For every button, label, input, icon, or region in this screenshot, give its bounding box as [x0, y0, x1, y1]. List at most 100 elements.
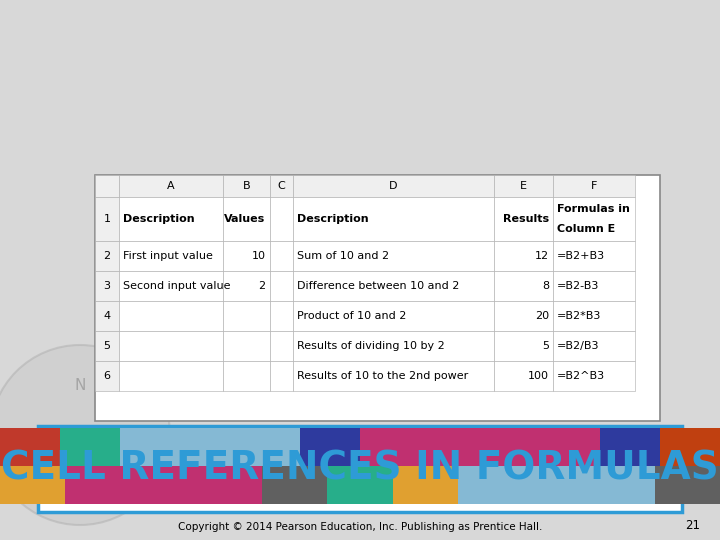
Bar	[119, 175, 223, 197]
Bar	[119, 301, 223, 331]
Bar	[197, 466, 262, 504]
Text: Sum of 10 and 2: Sum of 10 and 2	[297, 251, 390, 261]
Bar	[494, 197, 553, 241]
Bar	[300, 428, 360, 466]
Bar	[523, 466, 589, 504]
Bar	[540, 428, 600, 466]
Bar	[293, 175, 494, 197]
Text: =B2/B3: =B2/B3	[557, 341, 600, 351]
Bar	[95, 361, 119, 391]
Bar	[293, 197, 494, 241]
Text: 20: 20	[535, 311, 549, 321]
Bar	[262, 466, 328, 504]
Bar	[95, 301, 119, 331]
Text: C: C	[278, 181, 285, 191]
Text: =B2*B3: =B2*B3	[557, 311, 602, 321]
Text: =B2^B3: =B2^B3	[557, 371, 606, 381]
Text: 1: 1	[104, 214, 110, 224]
Bar	[553, 271, 635, 301]
Text: Column E: Column E	[557, 224, 616, 234]
Bar	[119, 241, 223, 271]
Circle shape	[0, 345, 170, 525]
FancyBboxPatch shape	[38, 426, 682, 512]
Bar	[293, 331, 494, 361]
Text: B: B	[243, 181, 251, 191]
Bar	[119, 197, 223, 241]
Text: Formulas in: Formulas in	[557, 204, 630, 214]
Bar	[553, 241, 635, 271]
Text: Values: Values	[225, 214, 266, 224]
Bar	[223, 331, 269, 361]
Bar	[494, 361, 553, 391]
Text: N: N	[74, 377, 86, 393]
Bar	[131, 466, 197, 504]
Bar	[553, 301, 635, 331]
Text: Second input value: Second input value	[122, 281, 230, 291]
Bar	[95, 197, 119, 241]
Bar	[494, 271, 553, 301]
Bar	[458, 466, 523, 504]
Text: E: E	[520, 181, 527, 191]
Text: 12: 12	[535, 251, 549, 261]
Bar	[494, 331, 553, 361]
Text: 8: 8	[542, 281, 549, 291]
Bar	[589, 466, 654, 504]
Bar	[95, 175, 660, 421]
Bar	[119, 331, 223, 361]
Bar	[66, 466, 131, 504]
Text: 2: 2	[258, 281, 266, 291]
Bar	[654, 466, 720, 504]
Bar	[494, 241, 553, 271]
Bar	[420, 428, 480, 466]
Bar	[553, 175, 635, 197]
Bar	[95, 175, 119, 197]
Bar	[360, 428, 420, 466]
Text: 6: 6	[104, 371, 110, 381]
Text: Results of dividing 10 by 2: Results of dividing 10 by 2	[297, 341, 445, 351]
Bar	[0, 428, 60, 466]
Text: CELL REFERENCES IN FORMULAS: CELL REFERENCES IN FORMULAS	[1, 450, 719, 488]
Bar	[269, 361, 293, 391]
Text: D: D	[390, 181, 398, 191]
Bar	[553, 197, 635, 241]
Text: A: A	[167, 181, 175, 191]
Bar	[95, 331, 119, 361]
Bar	[600, 428, 660, 466]
Bar	[223, 197, 269, 241]
Text: Copyright © 2014 Pearson Education, Inc. Publishing as Prentice Hall.: Copyright © 2014 Pearson Education, Inc.…	[178, 522, 542, 532]
Bar	[269, 331, 293, 361]
Text: =B2+B3: =B2+B3	[557, 251, 606, 261]
Bar	[223, 271, 269, 301]
Text: First input value: First input value	[122, 251, 212, 261]
Text: =B2-B3: =B2-B3	[557, 281, 600, 291]
Bar	[553, 331, 635, 361]
Bar	[660, 428, 720, 466]
Bar	[293, 301, 494, 331]
Bar	[0, 466, 66, 504]
Bar	[269, 175, 293, 197]
Bar	[269, 197, 293, 241]
Bar	[119, 271, 223, 301]
Text: 4: 4	[103, 311, 110, 321]
Text: 3: 3	[104, 281, 110, 291]
Bar	[494, 301, 553, 331]
Text: Results of 10 to the 2nd power: Results of 10 to the 2nd power	[297, 371, 469, 381]
Text: F: F	[591, 181, 598, 191]
Bar	[293, 241, 494, 271]
Text: Results: Results	[503, 214, 549, 224]
Bar	[553, 361, 635, 391]
Text: Product of 10 and 2: Product of 10 and 2	[297, 311, 407, 321]
Text: 100: 100	[528, 371, 549, 381]
Text: 21: 21	[685, 519, 700, 532]
Bar	[60, 428, 120, 466]
Text: 10: 10	[251, 251, 266, 261]
Bar	[293, 271, 494, 301]
Bar	[293, 361, 494, 391]
Bar	[223, 241, 269, 271]
Text: 5: 5	[542, 341, 549, 351]
Bar	[223, 301, 269, 331]
Bar	[392, 466, 458, 504]
Bar	[95, 241, 119, 271]
Text: Description: Description	[297, 214, 369, 224]
Bar	[240, 428, 300, 466]
